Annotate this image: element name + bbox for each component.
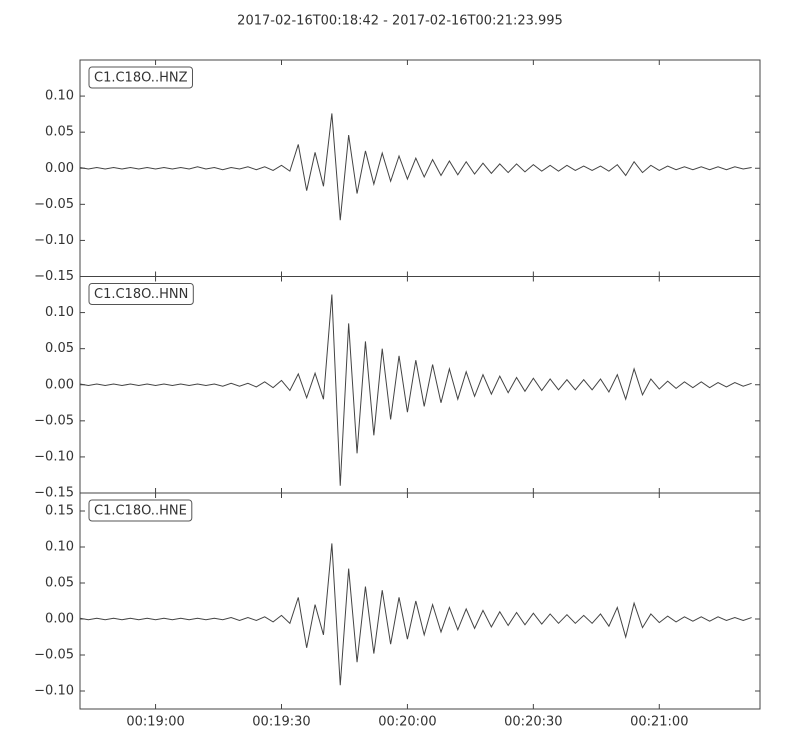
panel: −0.10 −0.05 0.00 0.05 0.10 0.15 00:19:00 00:19:… (34, 492, 761, 730)
y-tick-label: 0.05 (45, 576, 74, 591)
x-tick-label: 00:20:30 (504, 715, 562, 730)
chart-title: 2017-02-16T00:18:42 - 2017-02-16T00:21:2… (237, 14, 563, 29)
y-tick-label: −0.15 (34, 486, 74, 501)
y-tick-label: 0.00 (45, 161, 74, 176)
y-tick-label: 0.05 (45, 125, 74, 140)
x-tick-label: 00:21:00 (630, 715, 688, 730)
legend-label: C1.C18O..HNE (94, 504, 187, 519)
panel: −0.15 −0.10 −0.05 0.00 0.05 0.10 C1.C18O..HNZ (34, 59, 761, 284)
x-tick-label: 00:19:00 (126, 715, 184, 730)
y-tick-label: −0.10 (34, 684, 74, 699)
legend-box (88, 66, 193, 89)
y-tick-label: 0.10 (45, 89, 74, 104)
legend-label: C1.C18O..HNN (94, 287, 188, 302)
y-tick-label: −0.10 (34, 233, 74, 248)
legend-label: C1.C18O..HNZ (94, 71, 188, 86)
x-tick-label: 00:20:00 (378, 715, 436, 730)
y-tick-label: 0.00 (45, 612, 74, 627)
y-tick-label: −0.05 (34, 197, 74, 212)
legend-box (88, 283, 194, 305)
waveform (79, 543, 752, 686)
waveform (79, 294, 752, 486)
y-tick-label: −0.10 (34, 449, 74, 464)
waveform (79, 113, 752, 221)
legend-box (88, 499, 193, 522)
panel-frame (79, 492, 761, 710)
y-tick-label: 0.05 (45, 341, 74, 356)
y-tick-label: 0.10 (45, 305, 74, 320)
y-tick-label: 0.00 (45, 377, 74, 392)
y-tick-label: 0.15 (45, 504, 74, 519)
panel: −0.15 −0.10 −0.05 0.00 0.05 0.10 C1.C18O..HNN (34, 276, 761, 501)
x-tick-label: 00:19:30 (252, 715, 310, 730)
y-tick-label: 0.10 (45, 540, 74, 555)
y-tick-label: −0.05 (34, 413, 74, 428)
y-tick-label: −0.15 (34, 269, 74, 284)
y-tick-label: −0.05 (34, 648, 74, 663)
